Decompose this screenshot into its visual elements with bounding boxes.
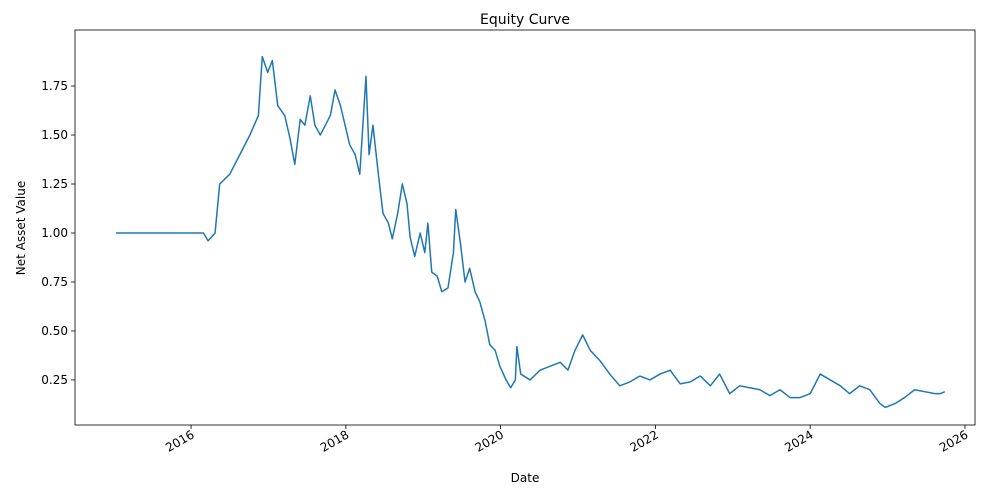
y-tick-label: 0.25 bbox=[41, 373, 68, 387]
x-tick-label: 2020 bbox=[473, 427, 506, 454]
y-tick-label: 0.75 bbox=[41, 275, 68, 289]
y-tick-label: 1.00 bbox=[41, 226, 68, 240]
chart-title: Equity Curve bbox=[480, 12, 570, 28]
x-tick-label: 2024 bbox=[782, 427, 815, 454]
y-tick-label: 1.50 bbox=[41, 128, 68, 142]
x-tick-label: 2026 bbox=[937, 427, 970, 454]
plot-frame bbox=[74, 29, 976, 426]
x-tick-label: 2018 bbox=[318, 427, 351, 454]
x-tick-label: 2016 bbox=[163, 427, 196, 454]
equity-line bbox=[116, 55, 946, 409]
y-tick-label: 1.25 bbox=[41, 177, 68, 191]
y-tick-label: 0.50 bbox=[41, 324, 68, 338]
x-axis-label: Date bbox=[511, 471, 540, 485]
x-tick-label: 2022 bbox=[627, 427, 660, 454]
y-tick-label: 1.75 bbox=[41, 79, 68, 93]
y-axis-label: Net Asset Value bbox=[14, 181, 28, 275]
